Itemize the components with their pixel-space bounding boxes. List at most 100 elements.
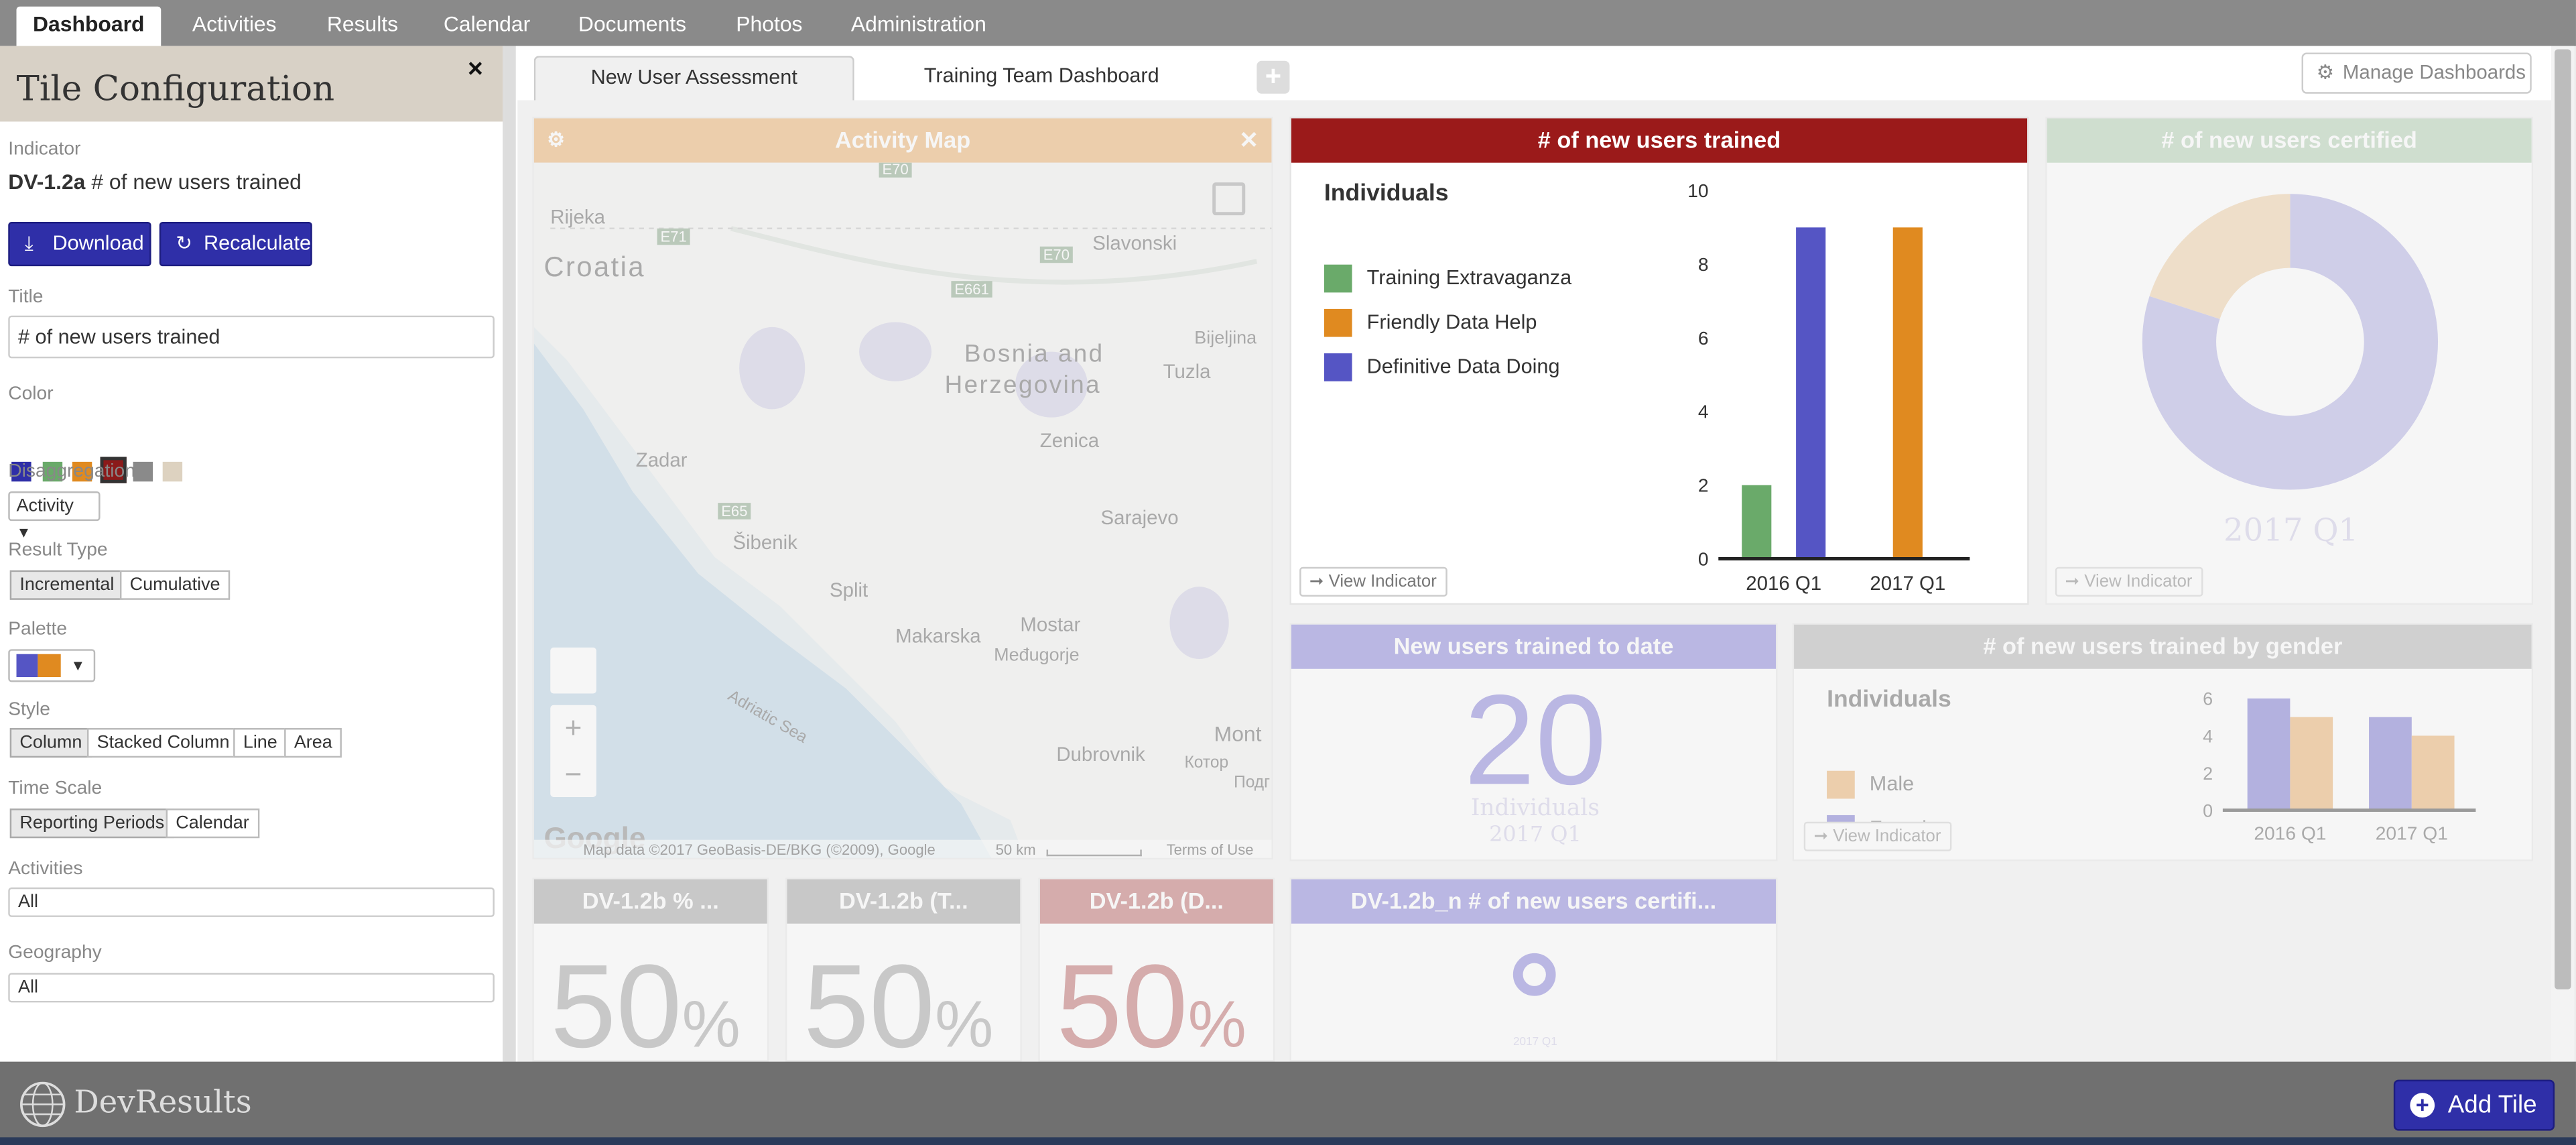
refresh-icon: ↻ xyxy=(176,231,192,255)
color-swatch-beige[interactable] xyxy=(162,461,183,482)
percent-tile-3[interactable]: DV-1.2b (D... 50% xyxy=(1038,878,1275,1062)
nav-tab-administration[interactable]: Administration xyxy=(850,11,986,36)
map-attribution: Map data ©2017 GeoBasis-DE/BKG (©2009), … xyxy=(583,841,936,858)
scrollbar-thumb[interactable] xyxy=(2555,49,2571,989)
bar xyxy=(2290,717,2333,810)
map-label-split: Split xyxy=(830,578,868,602)
map-terms-link[interactable]: Terms of Use xyxy=(1166,841,1254,858)
activity-map[interactable]: Rijeka Croatia Slavonski Bosnia and Herz… xyxy=(533,162,1272,858)
caret-down-icon: ▼ xyxy=(16,524,31,541)
color-swatch-orange[interactable] xyxy=(72,461,92,482)
zoom-out-button[interactable]: − xyxy=(564,758,582,791)
dashboard-tab-training-team[interactable]: Training Team Dashboard xyxy=(923,64,1159,87)
disaggregation-dropdown[interactable]: Activity ▼ xyxy=(8,491,101,541)
style-area[interactable]: Area xyxy=(284,728,342,758)
download-button[interactable]: ⤓ Download xyxy=(8,221,151,267)
y-tick-label: 0 xyxy=(1698,548,1709,569)
activity-map-header: Activity Map ⚙ ✕ xyxy=(533,118,1272,163)
style-stacked-column[interactable]: Stacked Column xyxy=(86,728,240,758)
nav-tab-documents[interactable]: Documents xyxy=(578,11,687,36)
map-label-dubrovnik: Dubrovnik xyxy=(1056,743,1145,766)
title-label: Title xyxy=(8,288,44,308)
legend-item: Female xyxy=(1827,815,1938,843)
dashboard-tab-new-user-assessment[interactable]: New User Assessment xyxy=(533,56,854,101)
activity-map-tile[interactable]: Activity Map ⚙ ✕ Rijeka Croatia Slavonsk… xyxy=(532,117,1273,860)
caret-down-icon: ▼ xyxy=(70,657,86,674)
view-indicator-button[interactable]: ➞ View Indicator xyxy=(1299,566,1447,597)
palette-swatch-orange xyxy=(38,654,61,678)
disaggregation-label: Disaggregation xyxy=(8,461,135,482)
panel-resize-handle[interactable] xyxy=(504,46,516,1062)
time-scale-calendar[interactable]: Calendar xyxy=(166,808,259,839)
trained-to-date-tile[interactable]: New users trained to date 20 Individuals… xyxy=(1289,623,1778,861)
certified-n-header: DV-1.2b_n # of new users certifi... xyxy=(1291,879,1777,924)
nav-tab-activities[interactable]: Activities xyxy=(192,11,277,36)
color-swatch-blue[interactable] xyxy=(11,461,31,482)
legend-item: Male xyxy=(1827,770,1915,799)
legend-label: Male xyxy=(1869,772,1915,796)
arrow-right-icon: ➞ xyxy=(1813,827,1829,847)
certified-n-tile[interactable]: DV-1.2b_n # of new users certifi... 2017… xyxy=(1289,878,1778,1062)
add-tile-button[interactable]: + Add Tile xyxy=(2393,1079,2555,1131)
footer-bar: DevResults + Add Tile xyxy=(0,1061,2576,1145)
recalculate-button[interactable]: ↻ Recalculate xyxy=(159,221,312,267)
style-column[interactable]: Column xyxy=(9,728,92,758)
y-tick-label: 6 xyxy=(1698,327,1709,349)
result-type-incremental[interactable]: Incremental xyxy=(9,570,125,600)
y-tick-label: 4 xyxy=(2203,726,2213,746)
zoom-control: + − xyxy=(550,705,596,797)
close-icon[interactable]: × xyxy=(467,56,483,84)
scrollbar[interactable] xyxy=(2551,46,2575,1062)
geography-input[interactable]: All xyxy=(8,973,495,1003)
map-label-herzegovina: Herzegovina xyxy=(944,371,1102,400)
close-icon[interactable]: ✕ xyxy=(1239,126,1259,153)
percent-tile-3-header: DV-1.2b (D... xyxy=(1039,879,1273,924)
style-line[interactable]: Line xyxy=(233,728,287,758)
legend-label: Training Extravaganza xyxy=(1366,266,1572,290)
percent-tile-2-title: DV-1.2b (T... xyxy=(838,887,968,914)
nav-tab-photos[interactable]: Photos xyxy=(736,11,803,36)
legend-swatch xyxy=(1324,308,1352,337)
percent-tile-2[interactable]: DV-1.2b (T... 50% xyxy=(785,878,1022,1062)
map-label-mont: Mont xyxy=(1214,721,1262,746)
color-swatch-darkred[interactable] xyxy=(100,457,127,483)
legend-label: Definitive Data Doing xyxy=(1366,355,1560,378)
nav-tab-dashboard[interactable]: Dashboard xyxy=(16,6,162,46)
new-users-trained-tile[interactable]: # of new users trained Individuals Train… xyxy=(1289,117,2029,605)
zoom-in-button[interactable]: + xyxy=(564,711,582,745)
nav-tab-calendar[interactable]: Calendar xyxy=(443,11,531,36)
new-users-certified-tile[interactable]: # of new users certified 2017 Q1 ➞ View … xyxy=(2045,117,2534,605)
nav-tab-results[interactable]: Results xyxy=(326,11,399,36)
indicator-code: DV-1.2a xyxy=(8,169,86,194)
manage-dashboards-button[interactable]: ⚙ Manage Dashboards xyxy=(2301,52,2532,94)
legend-swatch xyxy=(1324,264,1352,293)
map-scale-label: 50 km xyxy=(995,841,1036,858)
percent-tile-1-title: DV-1.2b % ... xyxy=(582,887,719,914)
map-type-button[interactable] xyxy=(550,647,596,694)
certified-n-period: 2017 Q1 xyxy=(1512,1036,1557,1049)
y-tick-label: 4 xyxy=(1698,401,1709,422)
activities-input[interactable]: All xyxy=(8,887,495,917)
map-label-slavonski: Slavonski xyxy=(1092,231,1177,255)
percent-tile-1[interactable]: DV-1.2b % ... 50% xyxy=(532,878,769,1062)
map-road-e71: E71 xyxy=(657,228,690,245)
fullscreen-icon[interactable] xyxy=(1212,182,1246,216)
trained-by-gender-tile[interactable]: # of new users trained by gender Individ… xyxy=(1792,623,2534,861)
gear-icon[interactable]: ⚙ xyxy=(547,128,565,152)
time-scale-reporting-periods[interactable]: Reporting Periods xyxy=(9,808,175,839)
palette-dropdown[interactable]: ▼ xyxy=(8,649,96,682)
new-users-trained-chart: 0 2 4 6 8 10 2016 Q1 2017 Q1 xyxy=(1687,180,1970,595)
activities-label: Activities xyxy=(8,859,83,880)
title-input[interactable]: # of new users trained xyxy=(8,315,495,359)
view-indicator-button[interactable]: ➞ View Indicator xyxy=(2055,566,2203,597)
x-tick-label: 2016 Q1 xyxy=(1746,572,1821,595)
color-swatch-green[interactable] xyxy=(42,461,63,482)
color-swatch-gray[interactable] xyxy=(133,461,153,482)
view-indicator-button[interactable]: ➞ View Indicator xyxy=(1803,821,1951,851)
add-dashboard-tab-button[interactable]: + xyxy=(1257,60,1290,94)
new-users-certified-title: # of new users certified xyxy=(2161,126,2417,153)
result-type-cumulative[interactable]: Cumulative xyxy=(119,570,231,600)
y-tick-label: 6 xyxy=(2203,689,2213,709)
map-attribution-bar: Map data ©2017 GeoBasis-DE/BKG (©2009), … xyxy=(533,839,1272,858)
arrow-right-icon: ➞ xyxy=(2065,572,2080,592)
